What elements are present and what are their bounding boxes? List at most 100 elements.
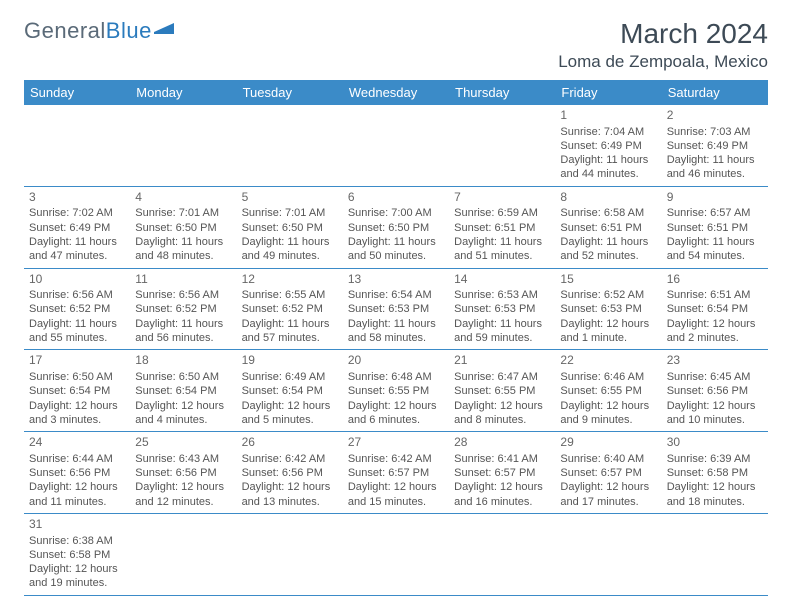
day-number: 4 [135,190,231,206]
sunset-line: Sunset: 6:58 PM [667,466,763,480]
sunset-line: Sunset: 6:49 PM [560,139,656,153]
sunset-line: Sunset: 6:52 PM [135,302,231,316]
sunset-line: Sunset: 6:50 PM [348,221,444,235]
sunrise-line: Sunrise: 6:42 AM [348,452,444,466]
sunset-line: Sunset: 6:51 PM [560,221,656,235]
day-number: 17 [29,353,125,369]
daylight-line: Daylight: 11 hours and 55 minutes. [29,317,125,346]
calendar-day-cell [555,513,661,595]
day-number: 11 [135,272,231,288]
day-number: 21 [454,353,550,369]
daylight-line: Daylight: 12 hours and 15 minutes. [348,480,444,509]
sunrise-line: Sunrise: 6:44 AM [29,452,125,466]
sunrise-line: Sunrise: 6:56 AM [29,288,125,302]
sunrise-line: Sunrise: 6:53 AM [454,288,550,302]
day-number: 18 [135,353,231,369]
calendar-day-cell: 17Sunrise: 6:50 AMSunset: 6:54 PMDayligh… [24,350,130,432]
calendar-day-cell: 4Sunrise: 7:01 AMSunset: 6:50 PMDaylight… [130,186,236,268]
weekday-header: Monday [130,80,236,105]
calendar-day-cell: 16Sunrise: 6:51 AMSunset: 6:54 PMDayligh… [662,268,768,350]
daylight-line: Daylight: 12 hours and 19 minutes. [29,562,125,591]
sunset-line: Sunset: 6:49 PM [667,139,763,153]
day-number: 5 [242,190,338,206]
day-number: 7 [454,190,550,206]
sunset-line: Sunset: 6:57 PM [454,466,550,480]
day-number: 19 [242,353,338,369]
calendar-day-cell [449,513,555,595]
daylight-line: Daylight: 12 hours and 9 minutes. [560,399,656,428]
day-number: 2 [667,108,763,124]
sunrise-line: Sunrise: 6:47 AM [454,370,550,384]
calendar-day-cell: 10Sunrise: 6:56 AMSunset: 6:52 PMDayligh… [24,268,130,350]
calendar-day-cell [237,513,343,595]
daylight-line: Daylight: 12 hours and 17 minutes. [560,480,656,509]
calendar-day-cell: 9Sunrise: 6:57 AMSunset: 6:51 PMDaylight… [662,186,768,268]
daylight-line: Daylight: 12 hours and 5 minutes. [242,399,338,428]
sunset-line: Sunset: 6:54 PM [667,302,763,316]
sunset-line: Sunset: 6:51 PM [454,221,550,235]
sunrise-line: Sunrise: 7:02 AM [29,206,125,220]
calendar-day-cell: 24Sunrise: 6:44 AMSunset: 6:56 PMDayligh… [24,432,130,514]
sunrise-line: Sunrise: 6:56 AM [135,288,231,302]
day-number: 1 [560,108,656,124]
sunset-line: Sunset: 6:54 PM [135,384,231,398]
sunset-line: Sunset: 6:53 PM [454,302,550,316]
day-number: 29 [560,435,656,451]
title-block: March 2024 Loma de Zempoala, Mexico [558,18,768,72]
calendar-day-cell: 1Sunrise: 7:04 AMSunset: 6:49 PMDaylight… [555,105,661,186]
day-number: 15 [560,272,656,288]
calendar-day-cell [130,513,236,595]
sunrise-line: Sunrise: 6:50 AM [29,370,125,384]
page-title: March 2024 [558,18,768,50]
calendar-day-cell: 2Sunrise: 7:03 AMSunset: 6:49 PMDaylight… [662,105,768,186]
daylight-line: Daylight: 12 hours and 11 minutes. [29,480,125,509]
day-number: 25 [135,435,231,451]
sunset-line: Sunset: 6:52 PM [242,302,338,316]
day-number: 12 [242,272,338,288]
calendar-day-cell [130,105,236,186]
sunset-line: Sunset: 6:49 PM [29,221,125,235]
calendar-day-cell: 15Sunrise: 6:52 AMSunset: 6:53 PMDayligh… [555,268,661,350]
sunrise-line: Sunrise: 6:54 AM [348,288,444,302]
weekday-header: Tuesday [237,80,343,105]
calendar-day-cell [662,513,768,595]
daylight-line: Daylight: 12 hours and 2 minutes. [667,317,763,346]
location-label: Loma de Zempoala, Mexico [558,52,768,72]
sunrise-line: Sunrise: 6:39 AM [667,452,763,466]
daylight-line: Daylight: 12 hours and 1 minute. [560,317,656,346]
day-number: 23 [667,353,763,369]
weekday-header: Saturday [662,80,768,105]
daylight-line: Daylight: 11 hours and 58 minutes. [348,317,444,346]
calendar-day-cell [237,105,343,186]
sunset-line: Sunset: 6:55 PM [454,384,550,398]
sunrise-line: Sunrise: 6:46 AM [560,370,656,384]
daylight-line: Daylight: 12 hours and 4 minutes. [135,399,231,428]
sunset-line: Sunset: 6:50 PM [242,221,338,235]
calendar-day-cell: 3Sunrise: 7:02 AMSunset: 6:49 PMDaylight… [24,186,130,268]
calendar-day-cell: 19Sunrise: 6:49 AMSunset: 6:54 PMDayligh… [237,350,343,432]
day-number: 27 [348,435,444,451]
sunset-line: Sunset: 6:58 PM [29,548,125,562]
sunrise-line: Sunrise: 6:51 AM [667,288,763,302]
daylight-line: Daylight: 11 hours and 52 minutes. [560,235,656,264]
calendar-table: SundayMondayTuesdayWednesdayThursdayFrid… [24,80,768,596]
calendar-day-cell [24,105,130,186]
day-number: 10 [29,272,125,288]
sunrise-line: Sunrise: 6:38 AM [29,534,125,548]
day-number: 24 [29,435,125,451]
sunrise-line: Sunrise: 6:49 AM [242,370,338,384]
calendar-day-cell [343,513,449,595]
sunrise-line: Sunrise: 6:40 AM [560,452,656,466]
calendar-day-cell: 5Sunrise: 7:01 AMSunset: 6:50 PMDaylight… [237,186,343,268]
flag-icon [154,15,178,41]
daylight-line: Daylight: 11 hours and 50 minutes. [348,235,444,264]
calendar-week-row: 31Sunrise: 6:38 AMSunset: 6:58 PMDayligh… [24,513,768,595]
calendar-day-cell: 12Sunrise: 6:55 AMSunset: 6:52 PMDayligh… [237,268,343,350]
calendar-day-cell: 21Sunrise: 6:47 AMSunset: 6:55 PMDayligh… [449,350,555,432]
sunrise-line: Sunrise: 6:59 AM [454,206,550,220]
sunset-line: Sunset: 6:53 PM [560,302,656,316]
sunset-line: Sunset: 6:51 PM [667,221,763,235]
weekday-header: Sunday [24,80,130,105]
sunrise-line: Sunrise: 7:01 AM [135,206,231,220]
sunset-line: Sunset: 6:56 PM [242,466,338,480]
